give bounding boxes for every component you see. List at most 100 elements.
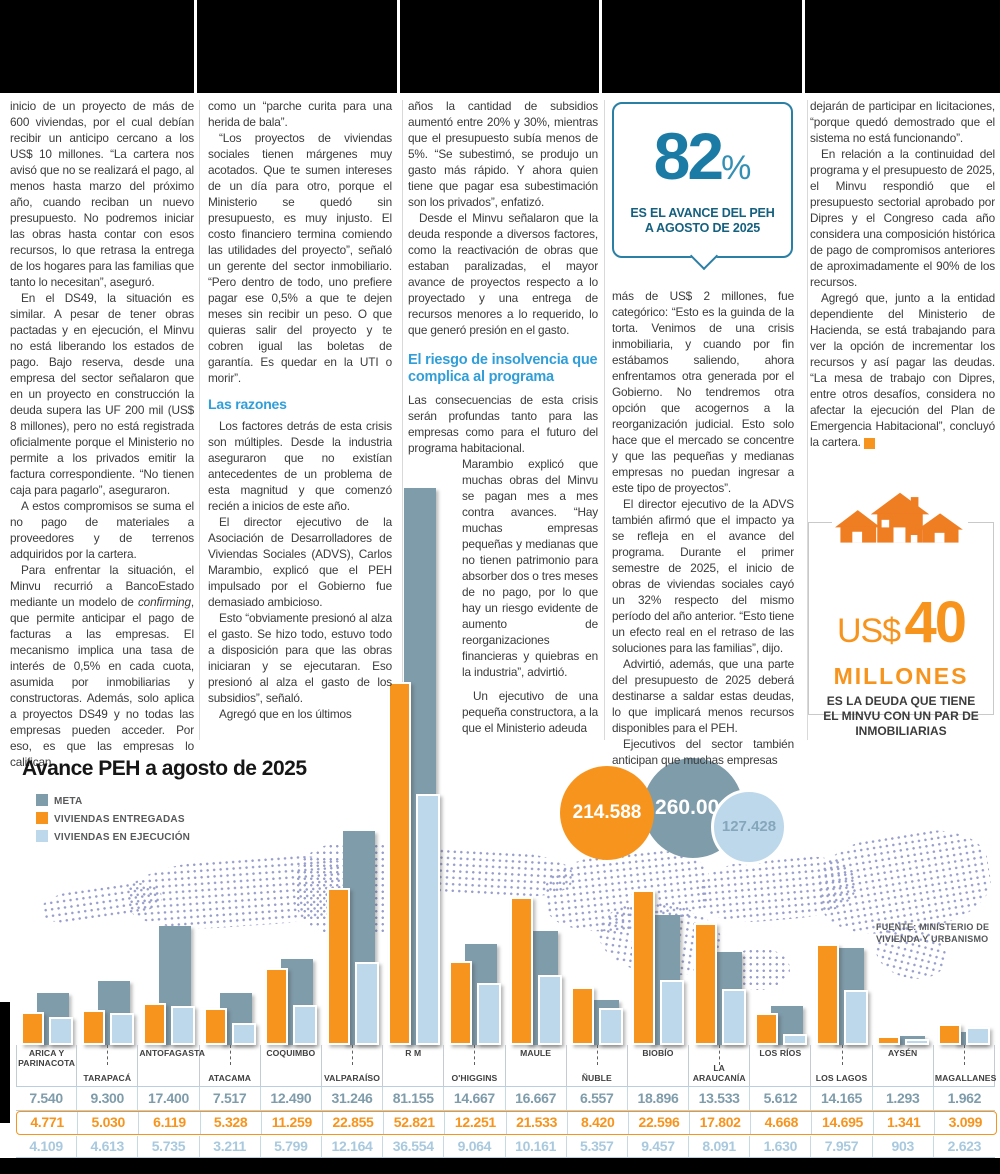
table-cell: 14.667 bbox=[444, 1087, 506, 1110]
chart-title: Avance PEH a agosto de 2025 bbox=[22, 757, 307, 780]
table-cell: 5.030 bbox=[78, 1112, 140, 1134]
paragraph: Esto “obviamente presionó al alza el gas… bbox=[208, 611, 392, 705]
table-cell: 22.855 bbox=[323, 1112, 385, 1134]
table-cell: 81.155 bbox=[383, 1087, 445, 1110]
region-label: O'HIGGINS bbox=[451, 1072, 498, 1083]
table-cell: 52.821 bbox=[384, 1112, 446, 1134]
article-column-4: 82% ES EL AVANCE DEL PEH A AGOSTO DE 202… bbox=[612, 98, 795, 767]
entregadas-bar-10 bbox=[632, 890, 656, 1045]
paragraph: “Los proyectos de viviendas sociales tie… bbox=[208, 131, 392, 385]
percent-sign: % bbox=[721, 149, 752, 187]
ejecucion-bar-7 bbox=[476, 983, 501, 1045]
paragraph: más de US$ 2 millones, fue categórico: “… bbox=[612, 289, 794, 495]
table-cell: 3.211 bbox=[200, 1136, 261, 1157]
entregadas-bar-4 bbox=[265, 968, 289, 1045]
table-cell: 7.957 bbox=[811, 1136, 873, 1157]
bubble-ejecucion-total: 127.428 bbox=[711, 789, 787, 865]
entregadas-bar-8 bbox=[510, 897, 534, 1045]
table-cell: 21.533 bbox=[507, 1112, 568, 1134]
region-label-cell: VALPARAÍSO bbox=[322, 1045, 384, 1086]
paragraph: Agregó que en los últimos bbox=[219, 707, 352, 721]
debt-amount: US$ 40 bbox=[836, 590, 967, 655]
table-cell: 11.259 bbox=[262, 1112, 323, 1134]
table-row-entregadas: 4.771 5.030 6.119 5.328 11.259 22.855 52.821 12… bbox=[16, 1111, 997, 1135]
paragraph: Un ejecutivo de una pequeña constructora… bbox=[462, 689, 598, 735]
table-cell: 4.613 bbox=[77, 1136, 139, 1157]
legend-swatch-ejecucion bbox=[36, 830, 48, 842]
label-connector-dashed-line bbox=[841, 1045, 843, 1065]
redacted-headline-block-5 bbox=[805, 0, 1000, 93]
region-label-cell: ATACAMA bbox=[200, 1045, 261, 1086]
article-column-5: dejarán de participar en licitaciones, “… bbox=[810, 98, 995, 746]
paragraph: inicio de un proyecto de más de 600 vivi… bbox=[10, 99, 194, 289]
table-cell: 1.962 bbox=[947, 1090, 982, 1106]
ejecucion-bar-8 bbox=[538, 975, 563, 1045]
table-cell: 6.557 bbox=[567, 1087, 628, 1110]
label-connector-dashed-line bbox=[719, 1045, 721, 1065]
table-cell: 7.540 bbox=[16, 1087, 78, 1110]
table-cell: 12.251 bbox=[445, 1112, 507, 1134]
ejecucion-bar-11 bbox=[721, 989, 746, 1045]
subhead-las-razones: Las razones bbox=[208, 396, 287, 412]
table-cell: 5.328 bbox=[201, 1112, 262, 1134]
region-label: ARICA Y PARINACOTA bbox=[18, 1048, 76, 1068]
paragraph: En el DS49, la situación es similar. A p… bbox=[10, 291, 194, 497]
paragraph: En relación a la continuidad del program… bbox=[810, 147, 995, 289]
entregadas-bar-15 bbox=[938, 1024, 962, 1045]
table-cell: 18.896 bbox=[628, 1087, 690, 1110]
region-label-cell: TARAPACÁ bbox=[77, 1045, 139, 1086]
ejecucion-bar-10 bbox=[660, 980, 685, 1045]
region-label: COQUIMBO bbox=[266, 1048, 316, 1058]
table-cell: 16.667 bbox=[506, 1087, 567, 1110]
table-cell: 3.099 bbox=[948, 1114, 983, 1130]
paragraph: Agregó que, junto a la entidad dependien… bbox=[810, 291, 995, 449]
region-label: VALPARAÍSO bbox=[323, 1072, 381, 1083]
table-cell: 17.802 bbox=[690, 1112, 752, 1134]
table-cell: 10.161 bbox=[506, 1136, 567, 1157]
region-label: ATACAMA bbox=[208, 1072, 252, 1083]
table-cell: 9.300 bbox=[77, 1087, 139, 1110]
table-cell: 36.554 bbox=[383, 1136, 445, 1157]
ejecucion-bar-6 bbox=[415, 794, 440, 1045]
entregadas-bar-1 bbox=[81, 1010, 105, 1045]
table-cell: 903 bbox=[873, 1136, 934, 1157]
ejecucion-bar-2 bbox=[170, 1006, 195, 1045]
ejecucion-bar-5 bbox=[354, 962, 379, 1045]
entregadas-bar-3 bbox=[204, 1008, 228, 1045]
speech-bubble-tail bbox=[689, 241, 718, 271]
paragraph: Ejecutivos del sector también anticipan … bbox=[612, 737, 794, 767]
redacted-headline-block-3 bbox=[400, 0, 599, 93]
label-connector-dashed-line bbox=[963, 1045, 965, 1065]
region-label-cell: MAULE bbox=[506, 1045, 567, 1086]
table-cell: 22.596 bbox=[629, 1112, 691, 1134]
article-column-2: como un “parche curita para una herida d… bbox=[208, 98, 392, 746]
paragraph: Para enfrentar la situación, el Minvu re… bbox=[10, 563, 194, 769]
entregadas-bar-6 bbox=[387, 682, 411, 1045]
paragraph: El director ejecutivo de la ADVS también… bbox=[612, 497, 795, 655]
entregadas-bar-14 bbox=[877, 1036, 901, 1045]
ejecucion-bar-1 bbox=[109, 1013, 134, 1045]
article-column-1: inicio de un proyecto de más de 600 vivi… bbox=[10, 98, 194, 769]
region-label-cell: MAGALLANES bbox=[934, 1045, 996, 1086]
paragraph: años la cantidad de subsidios aumentó en… bbox=[408, 99, 598, 209]
table-cell: 1.341 bbox=[874, 1112, 935, 1134]
table-cell: 9.064 bbox=[444, 1136, 506, 1157]
table-cell: 9.457 bbox=[628, 1136, 690, 1157]
redacted-headline-block-2 bbox=[197, 0, 397, 93]
legend-item-meta: META bbox=[36, 791, 190, 807]
paragraph: dejarán de participar en licitaciones, “… bbox=[810, 99, 995, 145]
stat-callout-82-percent: 82% ES EL AVANCE DEL PEH A AGOSTO DE 202… bbox=[612, 102, 793, 271]
article-end-mark: S bbox=[863, 438, 880, 449]
stat-caption: ES EL AVANCE DEL PEH A AGOSTO DE 2025 bbox=[630, 206, 775, 235]
debt-unit: MILLONES bbox=[833, 663, 969, 689]
ejecucion-bar-0 bbox=[48, 1017, 73, 1045]
table-cell: 14.695 bbox=[812, 1112, 874, 1134]
table-cell: 6.119 bbox=[139, 1112, 201, 1134]
paragraph: Las consecuencias de esta crisis serán p… bbox=[408, 393, 598, 455]
legend-swatch-entregadas bbox=[36, 812, 48, 824]
entregadas-bar-13 bbox=[816, 944, 840, 1045]
column-rule bbox=[807, 100, 808, 740]
table-cell: 1.630 bbox=[750, 1136, 812, 1157]
redacted-headline-block-1 bbox=[0, 0, 194, 93]
ejecucion-bar-9 bbox=[599, 1008, 624, 1045]
